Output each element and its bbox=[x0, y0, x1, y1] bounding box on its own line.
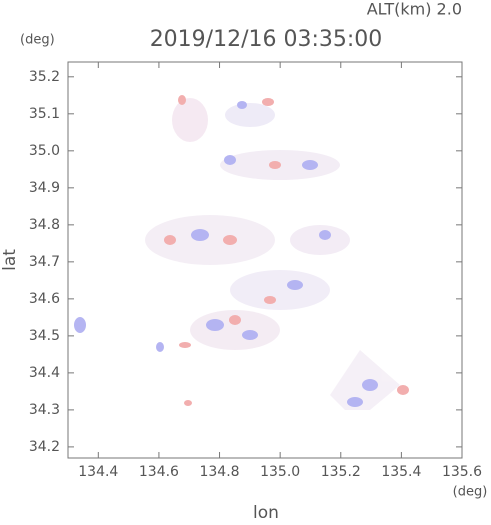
y-tick-label: 34.2 bbox=[29, 439, 60, 455]
echo-field bbox=[74, 95, 409, 410]
y-tick-label: 35.1 bbox=[29, 106, 60, 122]
x-tick-label: 134.8 bbox=[199, 464, 239, 480]
plot-frame bbox=[67, 61, 463, 459]
y-axis-title: lat bbox=[0, 249, 20, 271]
y-tick-label: 34.6 bbox=[29, 291, 60, 307]
y-unit: (deg) bbox=[20, 33, 55, 48]
y-tick-label: 34.9 bbox=[29, 180, 60, 196]
x-tick-label: 135.0 bbox=[260, 464, 300, 480]
y-tick-label: 35.0 bbox=[29, 143, 60, 159]
x-tick-label: 134.4 bbox=[78, 464, 118, 480]
x-tick-label: 134.6 bbox=[139, 464, 179, 480]
x-tick-label: 135.6 bbox=[442, 464, 482, 480]
x-axis-title: lon bbox=[253, 503, 279, 521]
y-tick-label: 35.2 bbox=[29, 69, 60, 85]
y-tick-label: 34.3 bbox=[29, 402, 60, 418]
altitude-label: ALT(km) 2.0 bbox=[367, 0, 462, 19]
x-tick-label: 135.4 bbox=[381, 464, 421, 480]
y-tick-label: 34.8 bbox=[29, 217, 60, 233]
x-unit: (deg) bbox=[453, 485, 488, 500]
x-tick-label: 135.2 bbox=[321, 464, 361, 480]
y-tick-label: 34.5 bbox=[29, 328, 60, 344]
y-tick-label: 34.7 bbox=[29, 254, 60, 270]
y-tick-label: 34.4 bbox=[29, 365, 60, 381]
chart-title: 2019/12/16 03:35:00 bbox=[150, 27, 383, 52]
